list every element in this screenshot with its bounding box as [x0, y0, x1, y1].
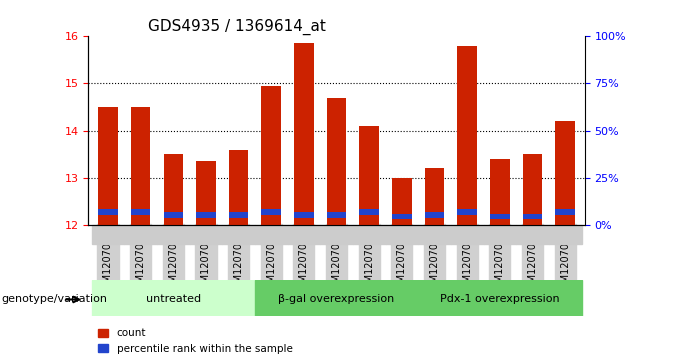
Bar: [294, 44, 313, 225]
Bar: [163, 154, 183, 225]
Bar: [523, 214, 543, 219]
Bar: [392, 178, 411, 225]
Bar: [360, 126, 379, 225]
Text: β-gal overexpression: β-gal overexpression: [279, 294, 394, 305]
Bar: [255, 280, 418, 316]
Bar: [490, 159, 510, 225]
Bar: [229, 150, 248, 225]
Text: genotype/variation: genotype/variation: [2, 294, 107, 305]
Bar: [131, 209, 150, 215]
Bar: [327, 98, 346, 225]
Bar: [386, 225, 418, 244]
Bar: [425, 212, 444, 217]
Bar: [392, 214, 411, 219]
Bar: [190, 225, 222, 244]
Text: untreated: untreated: [146, 294, 201, 305]
Bar: [124, 225, 157, 244]
Bar: [327, 212, 346, 217]
Bar: [157, 225, 190, 244]
Bar: [458, 209, 477, 215]
Bar: [262, 209, 281, 215]
Bar: [556, 209, 575, 215]
Bar: [294, 212, 313, 217]
Bar: [523, 154, 543, 225]
Bar: [425, 168, 444, 225]
Bar: [196, 212, 216, 217]
Bar: [163, 212, 183, 217]
Text: GDS4935 / 1369614_at: GDS4935 / 1369614_at: [148, 19, 326, 35]
Bar: [556, 121, 575, 225]
Bar: [229, 212, 248, 217]
Bar: [483, 225, 516, 244]
Bar: [516, 225, 549, 244]
Bar: [262, 86, 281, 225]
Bar: [418, 225, 451, 244]
Bar: [360, 209, 379, 215]
Bar: [353, 225, 386, 244]
Bar: [418, 280, 581, 316]
Bar: [92, 225, 124, 244]
Bar: [98, 107, 118, 225]
Bar: [458, 46, 477, 225]
Bar: [131, 107, 150, 225]
Bar: [92, 280, 255, 316]
Text: Pdx-1 overexpression: Pdx-1 overexpression: [440, 294, 560, 305]
Bar: [288, 225, 320, 244]
Bar: [549, 225, 581, 244]
Bar: [222, 225, 255, 244]
Bar: [320, 225, 353, 244]
Legend: count, percentile rank within the sample: count, percentile rank within the sample: [94, 324, 296, 358]
Bar: [196, 161, 216, 225]
Bar: [490, 214, 510, 219]
Bar: [255, 225, 288, 244]
Bar: [451, 225, 483, 244]
Bar: [98, 209, 118, 215]
